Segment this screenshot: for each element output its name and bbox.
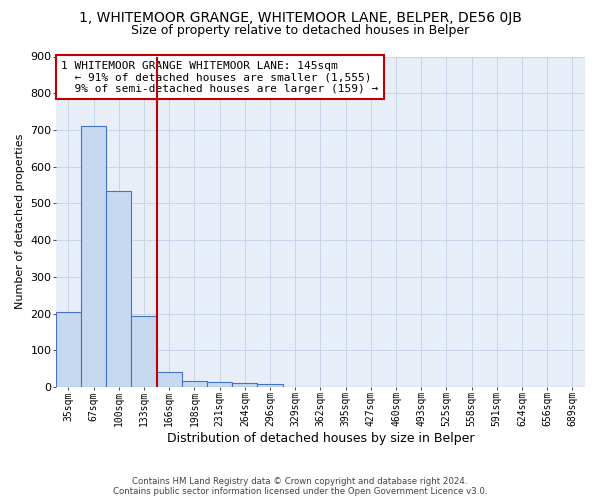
Text: 1, WHITEMOOR GRANGE, WHITEMOOR LANE, BELPER, DE56 0JB: 1, WHITEMOOR GRANGE, WHITEMOOR LANE, BEL… [79, 11, 521, 25]
Bar [232, 383, 257, 387]
Bar [257, 384, 283, 387]
Text: 1 WHITEMOOR GRANGE WHITEMOOR LANE: 145sqm
  ← 91% of detached houses are smaller: 1 WHITEMOOR GRANGE WHITEMOOR LANE: 145sq… [61, 60, 379, 94]
Bar [207, 382, 232, 387]
Bar [131, 316, 157, 387]
X-axis label: Distribution of detached houses by size in Belper: Distribution of detached houses by size … [167, 432, 474, 445]
Bar [182, 381, 207, 387]
Text: Size of property relative to detached houses in Belper: Size of property relative to detached ho… [131, 24, 469, 37]
Bar [106, 190, 131, 387]
Bar [81, 126, 106, 387]
Text: Contains HM Land Registry data © Crown copyright and database right 2024.
Contai: Contains HM Land Registry data © Crown c… [113, 476, 487, 496]
Y-axis label: Number of detached properties: Number of detached properties [15, 134, 25, 310]
Bar [56, 312, 81, 387]
Bar [157, 372, 182, 387]
